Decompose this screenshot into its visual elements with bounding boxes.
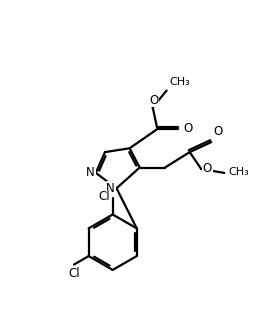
Text: Cl: Cl (99, 190, 110, 203)
Text: O: O (149, 94, 158, 107)
Text: CH₃: CH₃ (228, 167, 249, 177)
Text: Cl: Cl (68, 267, 80, 280)
Text: O: O (214, 125, 223, 138)
Text: CH₃: CH₃ (169, 78, 190, 87)
Text: N: N (106, 182, 115, 195)
Text: O: O (203, 162, 212, 175)
Text: O: O (183, 122, 193, 135)
Text: N: N (86, 166, 95, 179)
